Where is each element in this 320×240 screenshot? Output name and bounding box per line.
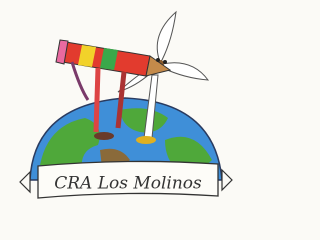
shoe — [94, 132, 114, 140]
page: CRA Los Molinos (() => { const data = JS… — [0, 0, 320, 240]
shoe — [136, 136, 156, 144]
eye — [163, 60, 167, 64]
banner: CRA Los Molinos — [20, 161, 232, 198]
logo-drawing: CRA Los Molinos — [0, 0, 241, 240]
eye — [156, 58, 160, 62]
leg — [96, 68, 98, 132]
banner-text: CRA Los Molinos — [54, 174, 202, 194]
